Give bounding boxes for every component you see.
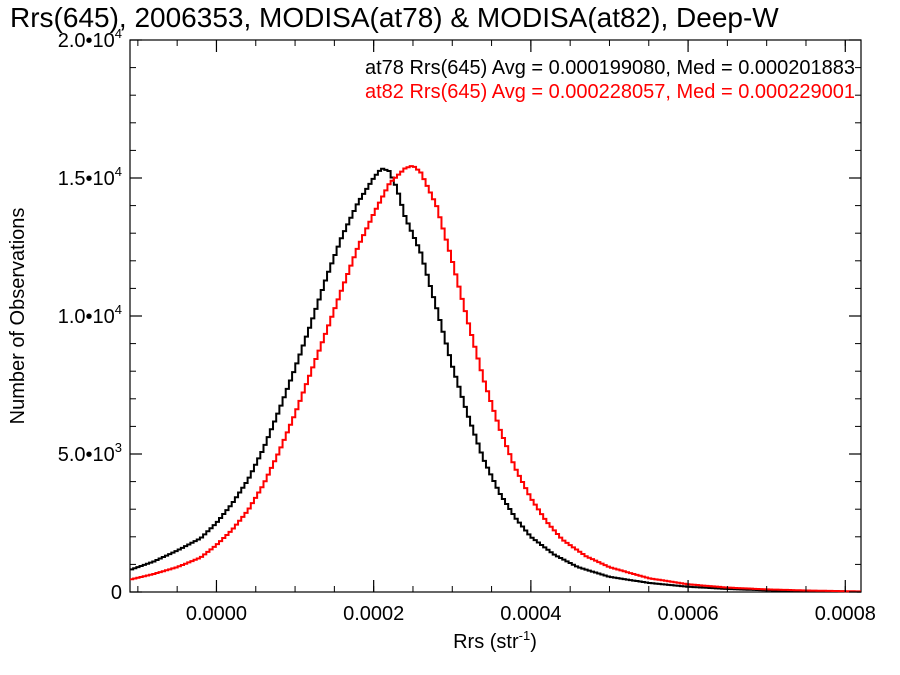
x-tick-label-1: 0.0002: [343, 603, 404, 625]
x-tick-label-3: 0.0006: [657, 603, 718, 625]
x-axis-label-superscript: -1: [519, 628, 531, 643]
x-tick-label-0: 0.0000: [186, 603, 247, 625]
series-layer: [130, 165, 861, 593]
plot-frame: [129, 39, 862, 593]
x-axis-label: Rrs (str-1): [453, 628, 537, 653]
series-line-1: [130, 165, 861, 593]
legend-entry-at82: at82 Rrs(645) Avg = 0.000228057, Med = 0…: [365, 81, 855, 103]
x-axis-label-close: ): [530, 631, 537, 653]
series-line-0: [130, 167, 861, 593]
y-tick-label-3: 1.5•104: [58, 164, 122, 190]
y-tick-label-2: 1.0•104: [58, 302, 122, 328]
y-tick-label-1: 5.0•103: [58, 440, 122, 466]
y-tick-label-0: 0: [111, 582, 122, 604]
x-tick-label-2: 0.0004: [500, 603, 561, 625]
y-tick-label-4: 2.0•104: [58, 26, 122, 52]
axis-ticks: 0.0000 0.0002 0.0004 0.0006 0.0008 0 5.0•103 1.…: [58, 26, 876, 625]
chart-title: Rrs(645), 2006353, MODISA(at78) & MODISA…: [10, 2, 779, 33]
legend-entry-at78: at78 Rrs(645) Avg = 0.000199080, Med = 0…: [365, 57, 855, 79]
x-tick-label-4: 0.0008: [815, 603, 876, 625]
x-axis-label-text: Rrs (str: [453, 631, 519, 653]
y-axis-label: Number of Observations: [7, 208, 29, 425]
